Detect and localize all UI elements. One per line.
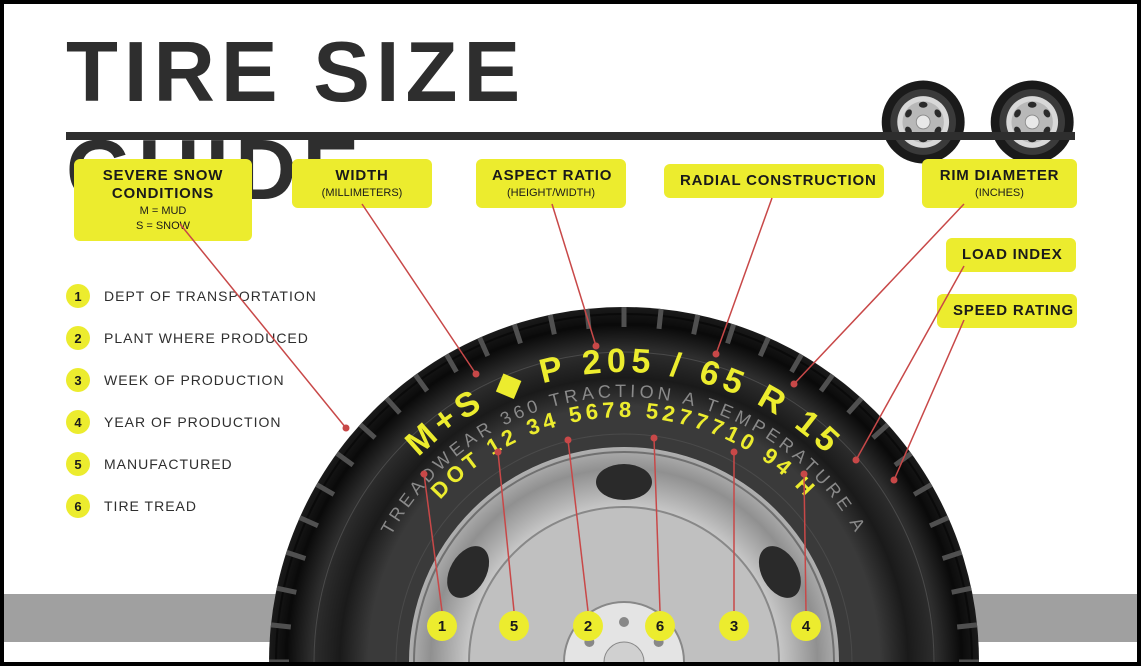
legend-text: WEEK OF PRODUCTION <box>104 372 285 388</box>
label-sub: (MILLIMETERS) <box>308 187 416 200</box>
label-title: LOAD INDEX <box>962 246 1060 264</box>
legend-text: PLANT WHERE PRODUCED <box>104 330 309 346</box>
legend-text: DEPT OF TRANSPORTATION <box>104 288 317 304</box>
legend-row: 6 TIRE TREAD <box>66 494 317 518</box>
legend-row: 5 MANUFACTURED <box>66 452 317 476</box>
legend-row: 1 DEPT OF TRANSPORTATION <box>66 284 317 308</box>
legend-badge: 3 <box>66 368 90 392</box>
bottom-badge: 2 <box>573 611 603 641</box>
label-load: LOAD INDEX <box>946 238 1076 272</box>
wheel-icon <box>989 78 1075 166</box>
legend-badge: 6 <box>66 494 90 518</box>
label-aspect: ASPECT RATIO (HEIGHT/WIDTH) <box>476 159 626 208</box>
tire-illustration: TREADWEAR 360 TRACTION A TEMPERATURE A M… <box>264 302 984 666</box>
legend: 1 DEPT OF TRANSPORTATION 2 PLANT WHERE PROD… <box>66 284 317 536</box>
wheel-icon <box>880 78 966 166</box>
label-title: RADIAL CONSTRUCTION <box>680 172 868 190</box>
label-sub: S = SNOW <box>90 220 236 233</box>
bottom-badge: 3 <box>719 611 749 641</box>
bottom-badge: 1 <box>427 611 457 641</box>
label-sub: (INCHES) <box>938 187 1061 200</box>
legend-row: 3 WEEK OF PRODUCTION <box>66 368 317 392</box>
legend-text: TIRE TREAD <box>104 498 197 514</box>
label-title: SPEED RATING <box>953 302 1061 320</box>
legend-row: 2 PLANT WHERE PRODUCED <box>66 326 317 350</box>
label-title: SEVERE SNOW CONDITIONS <box>90 167 236 203</box>
legend-badge: 4 <box>66 410 90 434</box>
bottom-badge: 4 <box>791 611 821 641</box>
legend-badge: 2 <box>66 326 90 350</box>
label-sub: (HEIGHT/WIDTH) <box>492 187 610 200</box>
label-speed: SPEED RATING <box>937 294 1077 328</box>
legend-text: YEAR OF PRODUCTION <box>104 414 281 430</box>
label-title: WIDTH <box>308 167 416 185</box>
legend-row: 4 YEAR OF PRODUCTION <box>66 410 317 434</box>
label-rim: RIM DIAMETER (INCHES) <box>922 159 1077 208</box>
label-width: WIDTH (MILLIMETERS) <box>292 159 432 208</box>
legend-badge: 1 <box>66 284 90 308</box>
label-radial: RADIAL CONSTRUCTION <box>664 164 884 198</box>
label-title: RIM DIAMETER <box>938 167 1061 185</box>
label-sub: M = MUD <box>90 205 236 218</box>
legend-text: MANUFACTURED <box>104 456 233 472</box>
header-divider <box>66 132 1075 140</box>
label-title: ASPECT RATIO <box>492 167 610 185</box>
label-snow: SEVERE SNOW CONDITIONS M = MUD S = SNOW <box>74 159 252 241</box>
bottom-badge: 6 <box>645 611 675 641</box>
legend-badge: 5 <box>66 452 90 476</box>
infographic-frame: TIRE SIZE GUIDE <box>0 0 1141 666</box>
bottom-badge: 5 <box>499 611 529 641</box>
